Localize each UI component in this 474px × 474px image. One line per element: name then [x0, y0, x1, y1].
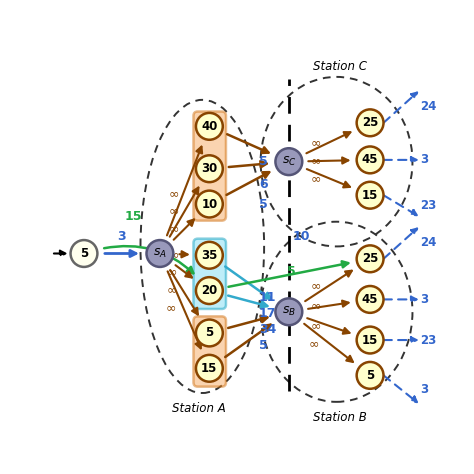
Circle shape: [356, 109, 383, 136]
Text: 5: 5: [205, 327, 213, 339]
Text: ∞: ∞: [310, 154, 320, 167]
Text: 35: 35: [201, 249, 218, 262]
Circle shape: [275, 148, 302, 175]
Text: 5: 5: [259, 339, 267, 352]
Text: ∞: ∞: [167, 265, 177, 279]
Circle shape: [196, 277, 223, 304]
Text: 30: 30: [201, 162, 218, 175]
Text: $s_C$: $s_C$: [282, 155, 296, 168]
Circle shape: [196, 155, 223, 182]
Text: ∞: ∞: [169, 205, 179, 218]
Text: 15: 15: [362, 334, 378, 346]
Text: 5: 5: [259, 155, 267, 168]
FancyBboxPatch shape: [193, 316, 226, 387]
Text: 10: 10: [201, 198, 218, 210]
Text: ∞: ∞: [167, 283, 177, 296]
Circle shape: [356, 286, 383, 313]
Text: ∞: ∞: [169, 222, 179, 235]
Text: ∞: ∞: [310, 172, 320, 185]
Text: 5: 5: [366, 369, 374, 382]
Circle shape: [146, 240, 173, 267]
Text: 3: 3: [420, 383, 428, 396]
Circle shape: [356, 246, 383, 272]
Circle shape: [196, 191, 223, 218]
Text: ∞: ∞: [309, 337, 319, 350]
Text: ∞: ∞: [310, 136, 320, 149]
Circle shape: [275, 298, 302, 325]
Circle shape: [356, 146, 383, 173]
Text: 5: 5: [80, 247, 88, 260]
Text: 5: 5: [259, 198, 267, 210]
Text: 6: 6: [259, 178, 267, 191]
Text: 15: 15: [362, 189, 378, 202]
Text: 3: 3: [420, 293, 428, 306]
Text: $s_A$: $s_A$: [153, 247, 167, 260]
Circle shape: [356, 362, 383, 389]
Text: 17: 17: [259, 307, 276, 320]
Text: 15: 15: [201, 362, 218, 375]
Text: 24: 24: [420, 100, 437, 113]
Text: 11: 11: [259, 291, 276, 304]
Text: Station B: Station B: [313, 410, 367, 424]
Text: 45: 45: [362, 154, 378, 166]
Text: 25: 25: [362, 116, 378, 129]
Text: 5: 5: [287, 264, 296, 278]
Text: 23: 23: [420, 334, 437, 346]
FancyBboxPatch shape: [193, 239, 226, 309]
Text: 24: 24: [420, 237, 437, 249]
FancyBboxPatch shape: [193, 111, 226, 221]
Circle shape: [356, 182, 383, 209]
Text: $s_B$: $s_B$: [282, 305, 296, 319]
Circle shape: [356, 327, 383, 354]
Text: ∞: ∞: [165, 301, 176, 314]
Text: Station C: Station C: [313, 60, 367, 73]
Text: ∞: ∞: [310, 299, 320, 312]
Text: Station A: Station A: [172, 402, 226, 415]
Circle shape: [71, 240, 97, 267]
Text: 23: 23: [420, 199, 437, 212]
Text: ∞: ∞: [310, 319, 320, 332]
Circle shape: [196, 319, 223, 346]
Text: ∞: ∞: [169, 187, 179, 200]
Text: 3: 3: [420, 154, 428, 166]
Text: 10: 10: [292, 230, 310, 243]
Text: 45: 45: [362, 293, 378, 306]
Circle shape: [196, 113, 223, 140]
Circle shape: [196, 242, 223, 269]
Text: 25: 25: [362, 252, 378, 265]
Text: 15: 15: [125, 210, 142, 223]
Text: 34: 34: [259, 323, 276, 336]
Text: 40: 40: [201, 120, 218, 133]
Text: 20: 20: [201, 284, 218, 297]
Text: ∞: ∞: [310, 279, 320, 292]
Text: ∞: ∞: [169, 248, 179, 261]
Text: 3: 3: [118, 230, 126, 243]
Circle shape: [196, 355, 223, 382]
